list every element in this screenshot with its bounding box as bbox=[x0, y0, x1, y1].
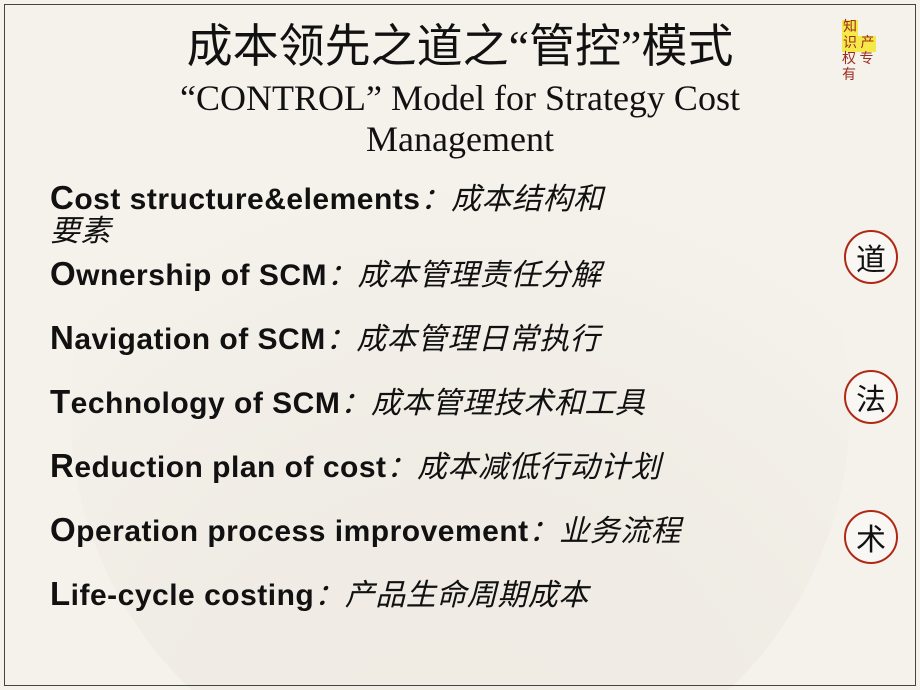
item-colon: ： bbox=[420, 183, 451, 216]
title-en-control: CONTROL bbox=[196, 78, 366, 118]
item-colon: ： bbox=[314, 579, 345, 612]
title-cn-ql: “ bbox=[509, 21, 529, 72]
item-cn: 业务流程 bbox=[559, 515, 681, 548]
item-cn: 成本管理日常执行 bbox=[356, 323, 600, 356]
circle-char: 道 bbox=[856, 235, 886, 279]
item-cap: L bbox=[50, 575, 71, 612]
item-en: peration process improvement bbox=[76, 515, 528, 548]
item-cap: T bbox=[50, 383, 71, 420]
item-colon: ： bbox=[340, 387, 371, 420]
dao-fa-shu-circles: 道 法 术 bbox=[844, 230, 898, 564]
circle-dao: 道 bbox=[844, 230, 898, 284]
item-en: wnership of SCM bbox=[76, 259, 327, 292]
item-colon: ： bbox=[387, 451, 418, 484]
item-en: avigation of SCM bbox=[74, 323, 325, 356]
list-item: Life-cycle costing：产品生命周期成本 bbox=[50, 574, 820, 614]
title-cn-pre: 成本领先之道之 bbox=[187, 21, 509, 72]
title-chinese: 成本领先之道之“管控”模式 bbox=[0, 10, 920, 76]
item-cap: O bbox=[50, 511, 76, 548]
item-cap: O bbox=[50, 255, 76, 292]
item-cn: 成本结构和 bbox=[451, 183, 604, 216]
item-cap: R bbox=[50, 447, 74, 484]
item-cn: 成本管理技术和工具 bbox=[371, 387, 646, 420]
title-en-ql: “ bbox=[180, 78, 196, 118]
list-item: Navigation of SCM：成本管理日常执行 bbox=[50, 318, 820, 358]
list-item: Reduction plan of cost：成本减低行动计划 bbox=[50, 446, 820, 486]
item-en: eduction plan of cost bbox=[74, 451, 386, 484]
circle-fa: 法 bbox=[844, 370, 898, 424]
title-english: “CONTROL” Model for Strategy Cost Manage… bbox=[0, 78, 920, 161]
list-item: Operation process improvement：业务流程 bbox=[50, 510, 820, 550]
item-cn: 产品生命周期成本 bbox=[345, 579, 589, 612]
title-en-line2: Management bbox=[366, 119, 554, 159]
item-en: echnology of SCM bbox=[71, 387, 341, 420]
item-cap: N bbox=[50, 319, 74, 356]
list-item: Technology of SCM：成本管理技术和工具 bbox=[50, 382, 820, 422]
item-colon: ： bbox=[529, 515, 560, 548]
item-en: ife-cycle costing bbox=[71, 579, 315, 612]
item-cap: C bbox=[50, 179, 74, 216]
list-item: Cost structure&elements：成本结构和 要素 bbox=[50, 178, 820, 250]
circle-char: 术 bbox=[856, 515, 886, 559]
title-cn-qr: ” bbox=[621, 21, 641, 72]
title-cn-post: 模式 bbox=[641, 21, 733, 72]
item-cn-wrap: 要素 bbox=[50, 214, 820, 250]
item-cn: 成本减低行动计划 bbox=[417, 451, 661, 484]
title-cn-quoted: 管控 bbox=[529, 21, 621, 72]
circle-char: 法 bbox=[856, 375, 886, 419]
item-cn: 成本管理责任分解 bbox=[358, 259, 602, 292]
item-en: ost structure&elements bbox=[74, 183, 420, 216]
title-en-rest: ” Model for Strategy Cost bbox=[366, 78, 740, 118]
item-colon: ： bbox=[326, 323, 357, 356]
item-colon: ： bbox=[327, 259, 358, 292]
list-item: Ownership of SCM：成本管理责任分解 bbox=[50, 254, 820, 294]
control-acronym-list: Cost structure&elements：成本结构和 要素 Ownersh… bbox=[50, 178, 820, 638]
circle-shu: 术 bbox=[844, 510, 898, 564]
